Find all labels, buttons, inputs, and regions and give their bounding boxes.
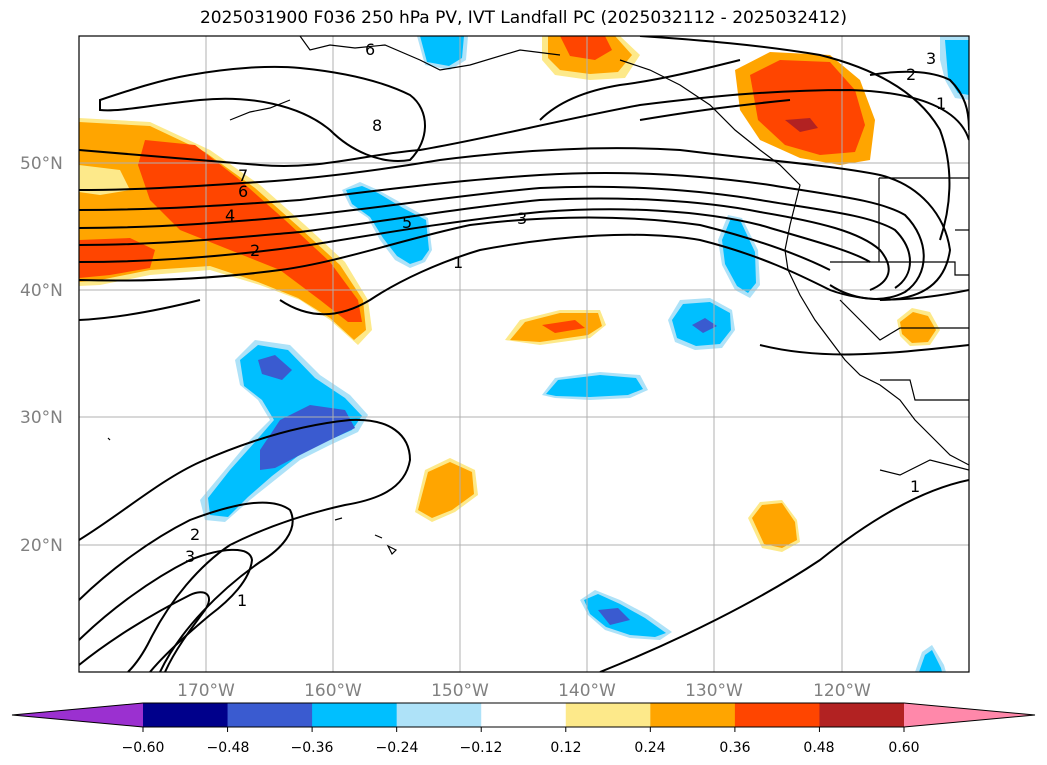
colorbar-tick-labels: −0.60 −0.48 −0.36 −0.24 −0.12 0.12 0.24 … <box>122 740 920 756</box>
colorbar-swatch <box>227 703 313 727</box>
lon-tick-label: 120°W <box>813 681 871 701</box>
contour-label: 8 <box>372 116 382 135</box>
contour-labels: 6 8 7 6 4 2 5 3 1 2 3 1 2 3 1 1 <box>185 40 946 610</box>
lon-tick-label: 170°W <box>177 681 235 701</box>
colorbar-tick-label: −0.36 <box>291 740 334 756</box>
contour-label: 1 <box>910 477 920 496</box>
colorbar-swatch <box>481 703 567 727</box>
map-title: 2025031900 F036 250 hPa PV, IVT Landfall… <box>199 8 847 28</box>
colorbar-swatch <box>734 703 820 727</box>
colorbar-swatch <box>396 703 482 727</box>
colorbar-tick-label: 0.12 <box>550 740 581 756</box>
lat-tick-label: 50°N <box>20 154 63 174</box>
colorbar-tick-label: −0.48 <box>207 740 250 756</box>
colorbar-swatch <box>819 703 905 727</box>
contour-label: 2 <box>906 65 916 84</box>
colorbar-swatch <box>565 703 651 727</box>
contour-label: 3 <box>517 209 527 228</box>
contour-label: 2 <box>190 525 200 544</box>
lat-tick-label: 30°N <box>20 408 63 428</box>
negative-anomaly-fill <box>200 36 969 672</box>
colorbar-tick-label: 0.36 <box>719 740 750 756</box>
colorbar-tick-label: 0.48 <box>803 740 834 756</box>
map-frame <box>78 35 970 673</box>
colorbar-extend-high <box>904 703 1035 727</box>
colorbar-tick-label: −0.60 <box>122 740 165 756</box>
map-panel: 6 8 7 6 4 2 5 3 1 2 3 1 2 3 1 1 <box>79 36 969 672</box>
lat-tick-label: 40°N <box>20 281 63 301</box>
contour-label: 1 <box>237 591 247 610</box>
colorbar-tick-label: −0.12 <box>460 740 503 756</box>
lon-tick-label: 140°W <box>558 681 616 701</box>
colorbar <box>11 702 1036 732</box>
lon-tick-label: 130°W <box>685 681 743 701</box>
contour-label: 7 <box>238 166 248 185</box>
colorbar-extend-low <box>12 703 143 727</box>
lon-tick-label: 160°W <box>304 681 362 701</box>
contour-label: 3 <box>185 547 195 566</box>
contour-label: 3 <box>926 49 936 68</box>
positive-anomaly-fill <box>79 36 940 552</box>
colorbar-tick-label: 0.24 <box>634 740 665 756</box>
contour-label: 1 <box>936 94 946 113</box>
contour-label: 4 <box>225 206 235 225</box>
contour-label: 1 <box>453 253 463 272</box>
contour-label: 5 <box>402 213 412 232</box>
colorbar-tick-label: −0.24 <box>376 740 419 756</box>
lon-tick-labels: 170°W 160°W 150°W 140°W 130°W 120°W <box>177 681 871 701</box>
colorbar-tick-label: 0.60 <box>888 740 919 756</box>
contour-label: 2 <box>250 241 260 260</box>
contour-label: 6 <box>365 40 375 59</box>
colorbar-swatch <box>143 703 229 727</box>
lon-tick-label: 150°W <box>431 681 489 701</box>
contour-label: 6 <box>238 182 248 201</box>
colorbar-swatch <box>650 703 736 727</box>
colorbar-swatch <box>312 703 398 727</box>
lat-tick-label: 20°N <box>20 536 63 556</box>
ivt-contours <box>79 36 969 672</box>
lat-tick-labels: 50°N 40°N 30°N 20°N <box>20 154 63 556</box>
